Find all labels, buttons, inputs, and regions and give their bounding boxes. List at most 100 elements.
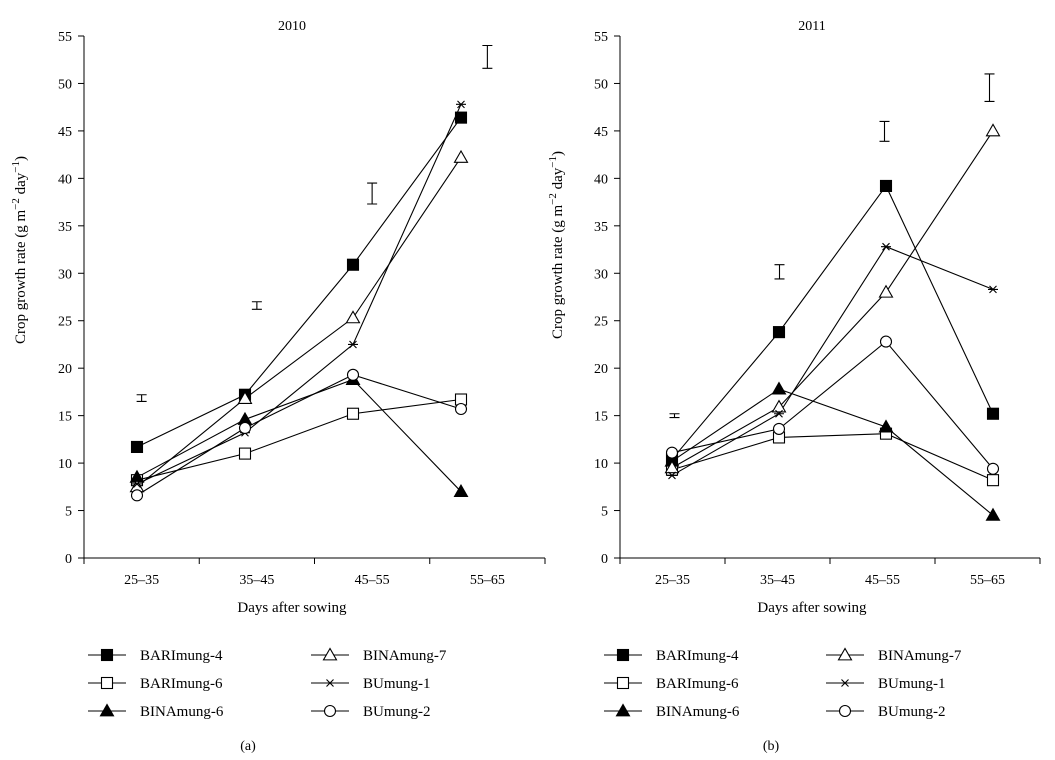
y-tick-label: 25 bbox=[594, 315, 608, 330]
data-point-bumung-2 bbox=[346, 368, 360, 381]
y-tick-label: 30 bbox=[594, 267, 608, 282]
legend-marker bbox=[322, 647, 338, 661]
data-point-binamung-6 bbox=[878, 419, 894, 433]
legend-label: BINAmung-6 bbox=[656, 704, 740, 720]
data-point-bumung-1 bbox=[881, 242, 891, 251]
y-tick-label: 35 bbox=[58, 220, 72, 235]
series-line-binamung-6 bbox=[136, 378, 462, 492]
legend-item-bumung-1: BUmung-1 bbox=[826, 676, 946, 692]
data-point-bumung-1 bbox=[348, 340, 358, 349]
data-point-bumung-2 bbox=[665, 446, 679, 459]
y-axis-label-exp1: −2 bbox=[547, 193, 559, 205]
data-point-binamung-7 bbox=[771, 399, 787, 413]
data-point-binamung-7 bbox=[878, 284, 894, 298]
legend-label: BARImung-6 bbox=[656, 676, 739, 692]
series-line-binamung-7 bbox=[671, 130, 994, 469]
data-point-bumung-1 bbox=[667, 471, 677, 480]
data-point-bumung-2 bbox=[879, 335, 893, 348]
series-line-barimung-6 bbox=[671, 433, 994, 481]
legend-marker bbox=[100, 648, 114, 662]
error-bar bbox=[774, 264, 785, 280]
legend: BARImung-4 BINAmung-7 BARImung-6 BUmung-1 BI… bbox=[604, 647, 962, 720]
legend-label: BINAmung-7 bbox=[363, 648, 447, 664]
legend-item-barimung-6: BARImung-6 bbox=[604, 676, 739, 692]
x-tick-label: 25–35 bbox=[655, 573, 690, 588]
series-line-bumung-1 bbox=[671, 246, 994, 476]
y-tick-label: 5 bbox=[601, 505, 608, 520]
y-tick-label: 15 bbox=[58, 410, 72, 425]
y-tick-label: 40 bbox=[58, 172, 72, 187]
error-bar bbox=[136, 394, 147, 402]
y-axis-label-main: Crop growth rate (g m bbox=[550, 205, 566, 339]
x-tick-label: 35–45 bbox=[239, 573, 274, 588]
legend-label: BUmung-1 bbox=[878, 676, 946, 692]
y-tick-label: 45 bbox=[58, 125, 72, 140]
y-tick-label: 15 bbox=[594, 410, 608, 425]
data-point-bumung-2 bbox=[454, 402, 468, 416]
series-line-binamung-7 bbox=[136, 157, 462, 488]
chart-title: 2010 bbox=[278, 19, 306, 34]
y-axis-label-mid: day bbox=[550, 167, 566, 193]
legend-marker bbox=[840, 679, 850, 687]
legend-marker bbox=[616, 676, 630, 690]
legend-label: BARImung-6 bbox=[140, 676, 223, 692]
data-point-binamung-6 bbox=[985, 507, 1001, 521]
y-tick-label: 10 bbox=[58, 457, 72, 472]
series-line-barimung-6 bbox=[136, 398, 462, 481]
legend-marker bbox=[100, 676, 114, 690]
legend-item-bumung-2: BUmung-2 bbox=[826, 704, 946, 720]
error-bar bbox=[367, 182, 378, 205]
y-tick-label: 30 bbox=[58, 267, 72, 282]
series-line-barimung-4 bbox=[136, 117, 462, 448]
legend-label: BINAmung-7 bbox=[878, 648, 962, 664]
legend-item-binamung-7: BINAmung-7 bbox=[826, 647, 962, 664]
series-line-binamung-6 bbox=[671, 388, 994, 516]
series-line-bumung-2 bbox=[136, 374, 462, 496]
panel-caption: (b) bbox=[763, 739, 780, 754]
legend-item-binamung-6: BINAmung-6 bbox=[88, 703, 224, 720]
data-point-bumung-2 bbox=[986, 462, 1000, 475]
legend-item-bumung-1: BUmung-1 bbox=[311, 676, 431, 692]
y-axis-label-exp2: −1 bbox=[547, 156, 559, 168]
y-tick-label: 10 bbox=[594, 457, 608, 472]
data-point-binamung-6 bbox=[453, 483, 469, 497]
data-point-binamung-7 bbox=[345, 310, 361, 324]
legend-label: BARImung-4 bbox=[656, 648, 739, 664]
y-tick-label: 55 bbox=[594, 30, 608, 45]
y-tick-label: 20 bbox=[58, 362, 72, 377]
data-point-barimung-4 bbox=[879, 179, 893, 193]
legend-marker bbox=[616, 648, 630, 662]
legend-item-barimung-4: BARImung-4 bbox=[604, 648, 739, 664]
y-axis-label-exp2: −1 bbox=[10, 161, 22, 173]
legend-item-binamung-6: BINAmung-6 bbox=[604, 703, 740, 720]
legend-label: BARImung-4 bbox=[140, 648, 223, 664]
data-point-barimung-4 bbox=[346, 258, 360, 271]
panel-caption: (a) bbox=[240, 739, 256, 754]
data-point-barimung-4 bbox=[772, 326, 786, 339]
data-point-binamung-7 bbox=[237, 390, 253, 404]
y-tick-label: 35 bbox=[594, 220, 608, 235]
y-tick-label: 20 bbox=[594, 362, 608, 377]
data-point-bumung-2 bbox=[130, 489, 144, 502]
y-tick-label: 0 bbox=[601, 552, 608, 567]
legend-marker bbox=[99, 703, 115, 717]
y-tick-label: 50 bbox=[58, 77, 72, 92]
legend-label: BUmung-2 bbox=[363, 704, 431, 720]
series-line-bumung-2 bbox=[671, 340, 994, 470]
y-tick-label: 25 bbox=[58, 315, 72, 330]
series-line-bumung-1 bbox=[136, 104, 462, 485]
error-bar bbox=[879, 120, 890, 142]
data-point-barimung-6 bbox=[986, 474, 1000, 487]
data-point-binamung-7 bbox=[664, 460, 680, 474]
legend-marker bbox=[838, 704, 852, 718]
data-point-barimung-6 bbox=[238, 447, 252, 460]
legend-label: BUmung-1 bbox=[363, 676, 431, 692]
data-point-bumung-1 bbox=[774, 409, 784, 418]
y-tick-label: 40 bbox=[594, 172, 608, 187]
data-point-bumung-1 bbox=[456, 100, 466, 109]
data-point-bumung-1 bbox=[988, 285, 998, 294]
x-axis-label: Days after sowing bbox=[237, 600, 347, 616]
x-tick-label: 45–55 bbox=[865, 573, 900, 588]
x-axis-label: Days after sowing bbox=[757, 600, 867, 616]
